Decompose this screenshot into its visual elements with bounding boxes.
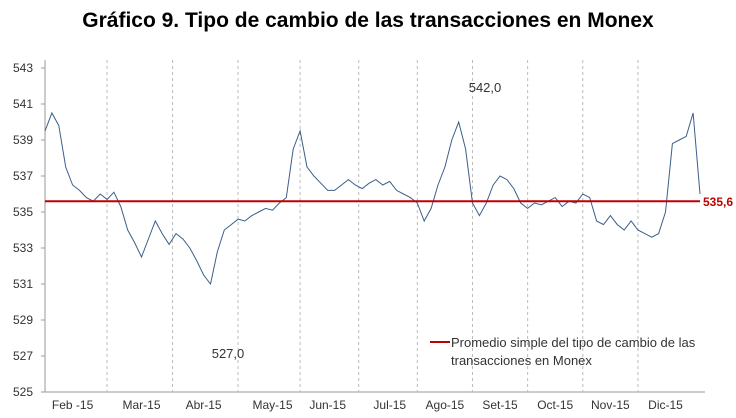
chart-title: Gráfico 9. Tipo de cambio de las transac… xyxy=(82,9,654,32)
x-tick-label: Jun-15 xyxy=(309,398,346,412)
x-tick-label: Abr-15 xyxy=(186,398,222,412)
x-tick-label: Oct-15 xyxy=(537,398,573,412)
x-tick-label: Jul-15 xyxy=(373,398,406,412)
x-tick-label: Set-15 xyxy=(482,398,518,412)
legend-label: Promedio simple del tipo de cambio de la… xyxy=(451,335,696,350)
y-tick-label: 537 xyxy=(13,169,33,183)
data-line xyxy=(44,111,701,286)
annotation: 527,0 xyxy=(212,346,245,361)
y-tick-label: 529 xyxy=(13,313,33,327)
x-tick-label: May-15 xyxy=(253,398,293,412)
x-tick-label: Nov-15 xyxy=(591,398,630,412)
y-tick-label: 539 xyxy=(13,133,33,147)
y-tick-label: 535 xyxy=(13,205,33,219)
x-tick-label: Dic-15 xyxy=(648,398,683,412)
x-tick-label: Feb -15 xyxy=(52,398,94,412)
y-tick-label: 525 xyxy=(13,385,33,399)
y-tick-label: 541 xyxy=(13,97,33,111)
y-tick-label: 543 xyxy=(13,61,33,75)
reference-label: 535,6 xyxy=(703,195,733,209)
annotation: 542,0 xyxy=(469,80,502,95)
y-tick-label: 527 xyxy=(13,349,33,363)
y-tick-label: 533 xyxy=(13,241,33,255)
y-tick-label: 531 xyxy=(13,277,33,291)
legend-label: transacciones en Monex xyxy=(451,353,592,368)
x-tick-label: Ago-15 xyxy=(426,398,465,412)
x-tick-label: Mar-15 xyxy=(123,398,161,412)
